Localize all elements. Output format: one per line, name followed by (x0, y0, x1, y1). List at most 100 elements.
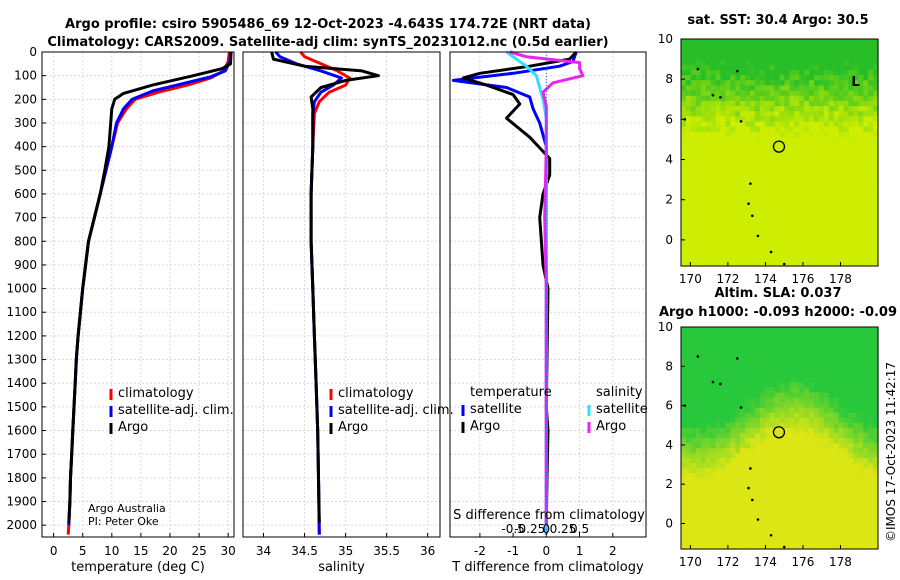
map-cell (784, 157, 790, 164)
map-cell (735, 332, 741, 338)
map-cell (720, 377, 726, 384)
map-cell (774, 162, 781, 169)
map-cell (873, 95, 879, 102)
map-cell (784, 137, 790, 143)
map-cell (740, 167, 746, 174)
map-cell (774, 397, 781, 404)
map-cell (745, 327, 751, 333)
map-cell (818, 54, 825, 61)
map-cell (710, 503, 717, 510)
map-cell (759, 352, 766, 358)
map-cell (868, 498, 874, 505)
map-cell (745, 357, 751, 363)
map-cell (848, 538, 854, 545)
map-cell (799, 377, 805, 384)
map-cell (779, 528, 786, 535)
map-cell (789, 453, 795, 459)
map-cell (858, 518, 864, 525)
map-cell (868, 44, 874, 50)
map-cell (838, 162, 845, 169)
map-cell (705, 453, 712, 459)
map-cell (715, 377, 721, 384)
map-cell (843, 357, 850, 363)
map-cell (794, 188, 800, 195)
map-cell (749, 224, 756, 231)
map-cell (838, 422, 845, 429)
map-cell (769, 85, 776, 92)
map-cell (715, 173, 721, 179)
map-cell (818, 44, 825, 50)
map-cell (848, 367, 854, 374)
map-cell (789, 64, 795, 71)
map-cell (730, 357, 736, 363)
map-cell (705, 387, 712, 394)
map-cell (823, 332, 830, 338)
map-cell (720, 498, 726, 505)
map-cell (725, 173, 731, 179)
map-cell (759, 142, 766, 148)
map-cell (749, 382, 756, 389)
map-cell (764, 503, 771, 510)
map-cell (804, 162, 810, 169)
map-cell (749, 193, 756, 200)
map-cell (809, 260, 815, 267)
series-p2-1 (274, 51, 343, 535)
map-cell (838, 488, 845, 495)
map-cell (799, 250, 805, 257)
map-cell (705, 183, 712, 190)
map-cell (813, 49, 820, 56)
map-cell (690, 513, 697, 520)
map-cell (710, 106, 717, 112)
map-cell (695, 377, 702, 384)
map-cell (838, 224, 845, 231)
map-cell (794, 372, 800, 379)
map-cell (690, 75, 697, 81)
map-cell (725, 188, 731, 195)
map-cell (764, 337, 771, 343)
map-cell (774, 367, 781, 374)
map-cell (730, 255, 736, 262)
map-cell (769, 100, 776, 107)
map-cell (725, 488, 731, 495)
map-cell (873, 407, 879, 414)
map-cell (833, 518, 840, 525)
map-cell (769, 152, 776, 159)
map-cell (690, 473, 697, 479)
map-cell (725, 377, 731, 384)
map-cell (873, 397, 879, 404)
map-cell (759, 198, 766, 205)
map-cell (720, 543, 726, 550)
map-cell (828, 131, 835, 138)
map-cell (720, 422, 726, 429)
map-cell (735, 240, 741, 246)
y-tick-label: 500 (14, 163, 37, 177)
map-cell (779, 412, 786, 419)
map-cell (813, 111, 820, 117)
map-cell (848, 167, 854, 174)
map-cell (858, 392, 864, 399)
map-cell (769, 49, 776, 56)
map-cell (858, 397, 864, 404)
map-cell (853, 59, 859, 66)
map-cell (725, 126, 731, 133)
map-cell (809, 392, 815, 399)
map-cell (695, 337, 702, 343)
map-cell (858, 240, 864, 246)
map-cell (764, 327, 771, 333)
map-cell (725, 152, 731, 159)
map-cell (828, 372, 835, 379)
map-cell (799, 121, 805, 128)
map-cell (715, 448, 721, 454)
map-cell (735, 342, 741, 348)
map-cell (799, 229, 805, 236)
map-cell (705, 49, 712, 56)
map-cell (804, 204, 810, 210)
map-cell (700, 142, 707, 148)
map-cell (769, 397, 776, 404)
map-cell (715, 106, 721, 112)
map-cell (715, 152, 721, 159)
map-cell (759, 167, 766, 174)
map-cell (813, 157, 820, 164)
map-cell (705, 250, 712, 257)
map-cell (823, 327, 830, 333)
